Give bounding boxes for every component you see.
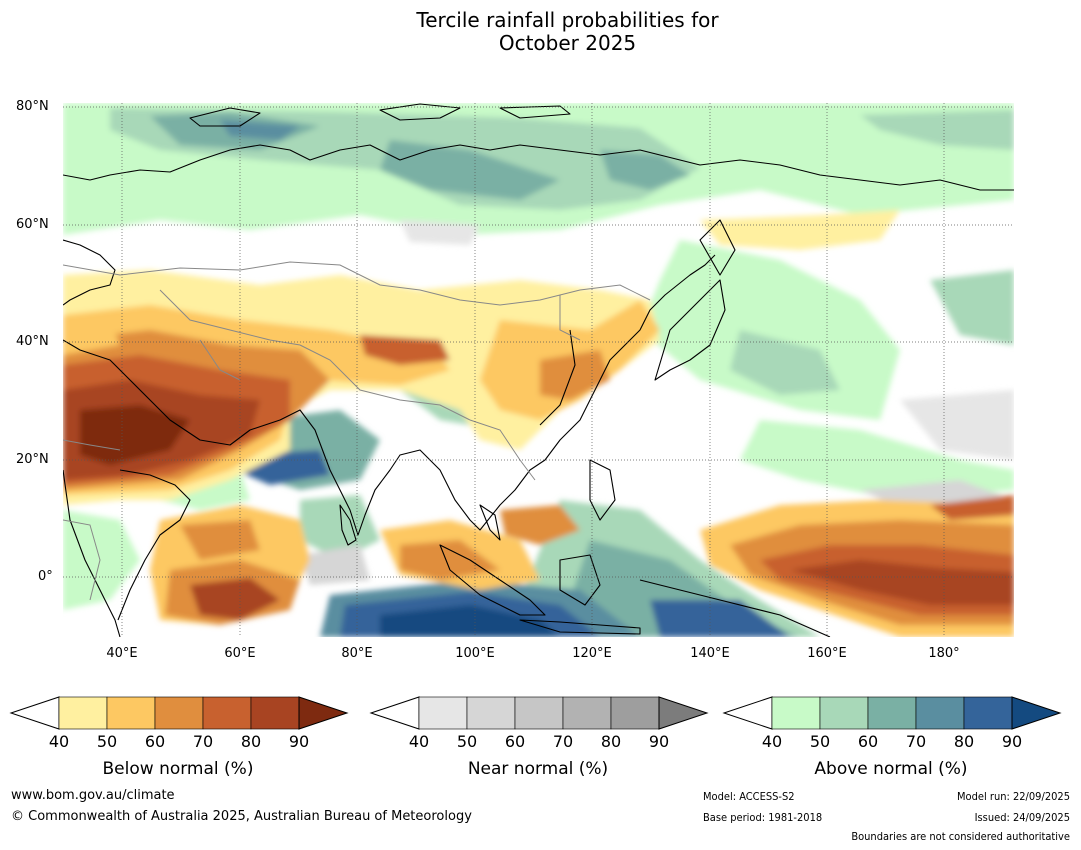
issued-date: Issued: 24/09/2025 — [974, 811, 1070, 824]
lon-label: 120°E — [572, 646, 612, 661]
legend-tick: 80 — [600, 732, 622, 751]
legend-near-normal-swatch — [610, 696, 660, 730]
legend-below-normal-swatch — [58, 696, 108, 730]
legend-near-normal-swatch — [562, 696, 612, 730]
lon-label: 60°E — [224, 646, 256, 661]
legend-below-normal-swatch — [202, 696, 252, 730]
legend-above-normal-swatch — [963, 696, 1013, 730]
legend-above-normal-high-extend — [1011, 696, 1062, 730]
legend-above-normal-swatch — [915, 696, 965, 730]
legend-below-normal-swatch — [106, 696, 156, 730]
lat-label: 80°N — [16, 99, 49, 114]
lon-label: 100°E — [455, 646, 495, 661]
lon-label: 160°E — [807, 646, 847, 661]
legend-above-normal-swatch — [819, 696, 869, 730]
legend-tick: 90 — [648, 732, 670, 751]
legend-tick: 70 — [905, 732, 927, 751]
legend-below-normal-swatch — [250, 696, 300, 730]
lat-label: 40°N — [16, 334, 49, 349]
lon-label: 180° — [928, 646, 960, 661]
legend-tick: 90 — [288, 732, 310, 751]
website-link[interactable]: www.bom.gov.au/climate — [11, 788, 175, 803]
legend-below-normal-low-extend — [9, 696, 60, 730]
legend-tick: 50 — [96, 732, 118, 751]
legend-tick: 80 — [240, 732, 262, 751]
lat-label: 0° — [38, 569, 53, 584]
map-title: Tercile rainfall probabilities for Octob… — [0, 9, 1081, 55]
legend-near-normal-low-extend — [369, 696, 420, 730]
graticule — [63, 103, 1014, 637]
lat-label: 60°N — [16, 217, 49, 232]
lon-label: 40°E — [106, 646, 138, 661]
legend-tick: 50 — [809, 732, 831, 751]
legend-near-normal-swatch — [466, 696, 516, 730]
legend-near-normal-swatch — [514, 696, 564, 730]
title-line-1: Tercile rainfall probabilities for — [416, 8, 719, 32]
legend-tick: 60 — [857, 732, 879, 751]
legend-title-above-normal: Above normal (%) — [814, 759, 968, 779]
legend-tick: 70 — [192, 732, 214, 751]
legend-above-normal-swatch — [771, 696, 821, 730]
boundaries-disclaimer: Boundaries are not considered authoritat… — [851, 830, 1070, 843]
probability-shading — [63, 103, 1014, 637]
legend-tick: 60 — [504, 732, 526, 751]
legend-title-below-normal: Below normal (%) — [102, 759, 254, 779]
base-period: Base period: 1981-2018 — [703, 811, 823, 824]
legend-near-normal-high-extend — [658, 696, 709, 730]
legend-title-near-normal: Near normal (%) — [467, 759, 609, 779]
title-line-2: October 2025 — [498, 31, 637, 55]
lon-label: 140°E — [690, 646, 730, 661]
model-name: Model: ACCESS-S2 — [703, 790, 795, 803]
legend-near-normal-swatch — [418, 696, 468, 730]
legend-tick: 40 — [48, 732, 70, 751]
legend-near-normal — [369, 696, 709, 730]
legend-tick: 90 — [1001, 732, 1023, 751]
lon-label: 80°E — [341, 646, 373, 661]
lat-label: 20°N — [16, 452, 49, 467]
legend-below-normal-swatch — [154, 696, 204, 730]
legend-below-normal-high-extend — [298, 696, 349, 730]
map-plot-area — [63, 103, 1014, 637]
legend-above-normal-swatch — [867, 696, 917, 730]
legend-tick: 40 — [408, 732, 430, 751]
legend-above-normal-low-extend — [722, 696, 773, 730]
legend-below-normal — [9, 696, 349, 730]
legend-above-normal — [722, 696, 1062, 730]
legend-tick: 80 — [953, 732, 975, 751]
legend-tick: 40 — [761, 732, 783, 751]
copyright-notice: © Commonwealth of Australia 2025, Austra… — [11, 809, 472, 824]
model-run-date: Model run: 22/09/2025 — [957, 790, 1070, 803]
legend-tick: 70 — [552, 732, 574, 751]
legend-tick: 50 — [456, 732, 478, 751]
legend-tick: 60 — [144, 732, 166, 751]
coastlines — [63, 103, 1014, 637]
